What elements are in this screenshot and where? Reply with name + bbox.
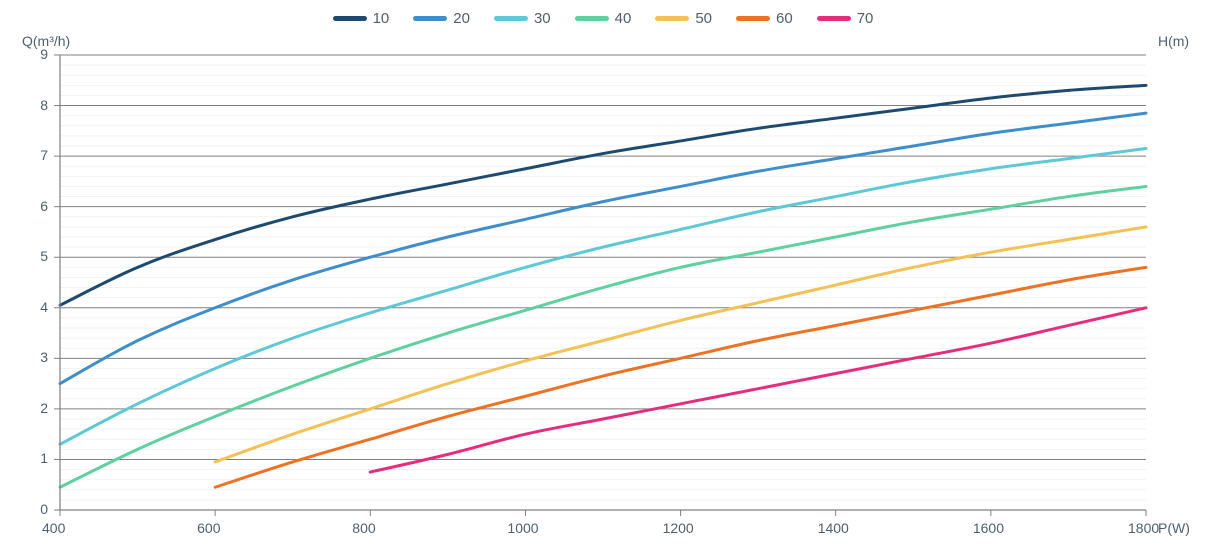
y-axis-right-label: H(m) [1158, 33, 1189, 49]
y-tick-label: 6 [40, 198, 48, 214]
legend-swatch [575, 16, 609, 21]
y-tick-label: 9 [40, 46, 48, 62]
x-axis-label: P(W) [1158, 520, 1190, 536]
x-tick-label: 600 [197, 520, 220, 536]
legend-item-20: 20 [413, 10, 470, 27]
legend-swatch [413, 16, 447, 21]
legend-swatch [333, 16, 367, 21]
x-tick-label: 1400 [818, 520, 849, 536]
y-tick-label: 2 [40, 400, 48, 416]
x-tick-label: 1200 [663, 520, 694, 536]
y-tick-label: 1 [40, 450, 48, 466]
y-tick-label: 8 [40, 97, 48, 113]
chart-plot-area [60, 55, 1146, 510]
y-tick-label: 0 [40, 501, 48, 517]
chart-legend: 10 20 30 40 50 60 70 [0, 8, 1206, 27]
legend-item-30: 30 [494, 10, 551, 27]
legend-label: 60 [776, 10, 793, 27]
y-tick-label: 7 [40, 147, 48, 163]
legend-item-60: 60 [736, 10, 793, 27]
legend-label: 30 [534, 10, 551, 27]
y-tick-label: 5 [40, 248, 48, 264]
x-tick-label: 800 [352, 520, 375, 536]
y-tick-label: 3 [40, 349, 48, 365]
legend-item-10: 10 [333, 10, 390, 27]
legend-label: 40 [615, 10, 632, 27]
x-tick-label: 1800 [1128, 520, 1159, 536]
x-tick-label: 1600 [973, 520, 1004, 536]
y-tick-label: 4 [40, 299, 48, 315]
legend-label: 70 [857, 10, 874, 27]
legend-swatch [494, 16, 528, 21]
legend-item-70: 70 [817, 10, 874, 27]
legend-swatch [817, 16, 851, 21]
legend-label: 20 [453, 10, 470, 27]
x-tick-label: 1000 [507, 520, 538, 536]
x-tick-label: 400 [42, 520, 65, 536]
legend-label: 50 [695, 10, 712, 27]
legend-item-40: 40 [575, 10, 632, 27]
legend-swatch [736, 16, 770, 21]
legend-item-50: 50 [655, 10, 712, 27]
legend-label: 10 [373, 10, 390, 27]
legend-swatch [655, 16, 689, 21]
pump-performance-chart: 10203040506070 Q(m³/h) H(m) P(W) 0123456… [0, 0, 1206, 560]
